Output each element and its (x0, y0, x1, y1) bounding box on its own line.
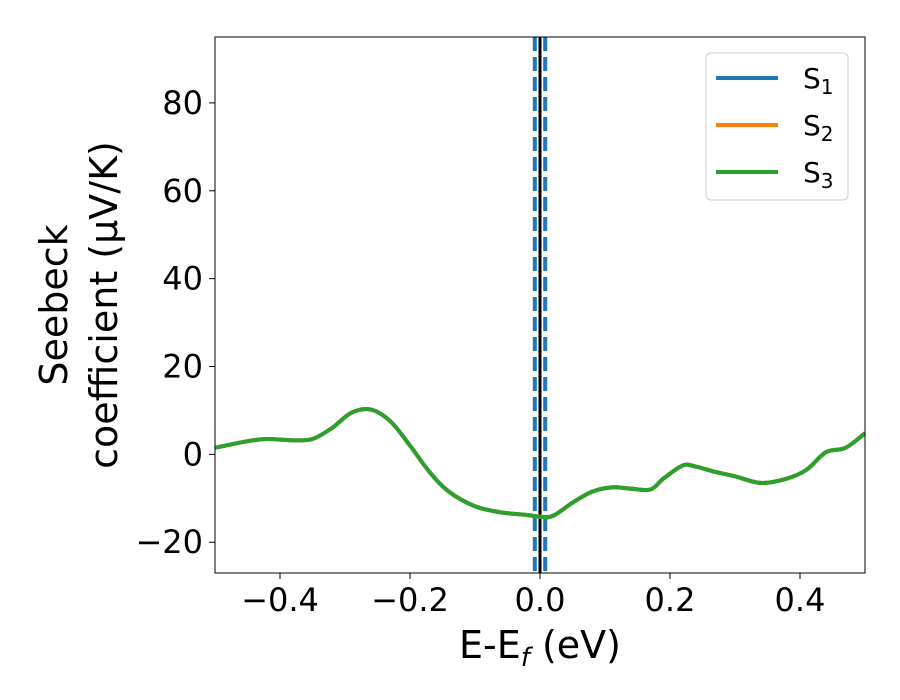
y-axis-title-line2: coefficient (μV/K) (82, 141, 126, 469)
y-tick-label: 20 (162, 348, 203, 386)
x-tick-label: 0.4 (775, 581, 826, 619)
series-line-s3 (215, 406, 865, 520)
y-tick-label: 60 (162, 172, 203, 210)
y-tick-label: −20 (135, 523, 203, 561)
y-tick-label: 0 (183, 435, 203, 473)
x-axis-title: E-Ef (eV) (459, 623, 621, 673)
legend-label-s2: S2 (803, 109, 834, 146)
x-tick-label: −0.2 (371, 581, 449, 619)
x-tick-label: 0.2 (645, 581, 696, 619)
x-axis: −0.4 −0.2 0.0 0.2 0.4 (241, 573, 825, 619)
y-axis-title-line1: Seebeck (32, 224, 76, 385)
legend-label-s3: S3 (803, 156, 834, 193)
legend-label-s1: S1 (803, 62, 834, 99)
x-tick-label: −0.4 (241, 581, 319, 619)
x-tick-label: 0.0 (515, 581, 566, 619)
y-axis-title: Seebeck coefficient (μV/K) (32, 141, 126, 469)
plot-area (215, 37, 865, 573)
y-axis: −20 0 20 40 60 80 (135, 84, 215, 561)
y-tick-label: 40 (162, 260, 203, 298)
legend: S1 S2 S3 (705, 52, 849, 201)
y-tick-label: 80 (162, 84, 203, 122)
